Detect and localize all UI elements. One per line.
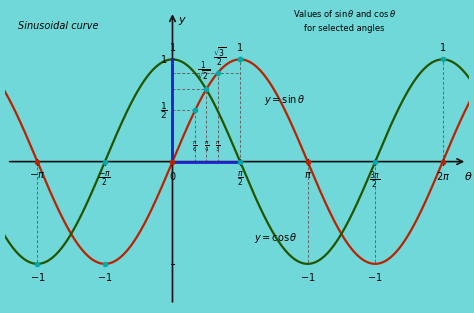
Text: $\frac{\pi}{3}$: $\frac{\pi}{3}$ — [215, 140, 220, 154]
Text: Sinusoidal curve: Sinusoidal curve — [18, 21, 98, 30]
Text: $0$: $0$ — [169, 170, 176, 182]
Text: $2\pi$: $2\pi$ — [436, 170, 450, 182]
Text: $\frac{\pi}{6}$: $\frac{\pi}{6}$ — [192, 140, 198, 154]
Text: $1$: $1$ — [237, 41, 244, 53]
Text: $\dfrac{-\pi}{2}$: $\dfrac{-\pi}{2}$ — [99, 170, 111, 188]
Text: $1$: $1$ — [169, 41, 176, 53]
Text: for selected angles: for selected angles — [304, 23, 385, 33]
Text: $-1$: $-1$ — [300, 271, 315, 283]
Text: $y$: $y$ — [178, 15, 187, 28]
Text: $-1$: $-1$ — [30, 271, 45, 283]
Text: $\pi$: $\pi$ — [304, 170, 311, 180]
Text: $\theta$: $\theta$ — [464, 170, 473, 182]
Text: $\dfrac{3\pi}{2}$: $\dfrac{3\pi}{2}$ — [369, 170, 381, 190]
Text: $\dfrac{1}{2}$: $\dfrac{1}{2}$ — [160, 100, 167, 121]
Text: $\dfrac{\sqrt{3}}{2}$: $\dfrac{\sqrt{3}}{2}$ — [213, 45, 227, 68]
Text: $y = \cos\theta$: $y = \cos\theta$ — [254, 231, 297, 245]
Text: $-1$: $-1$ — [97, 271, 113, 283]
Text: $1$: $1$ — [160, 53, 167, 65]
Text: $y = \sin\theta$: $y = \sin\theta$ — [264, 93, 306, 107]
Text: $-1$: $-1$ — [367, 271, 383, 283]
Text: Values of $\sin\theta$ and $\cos\theta$: Values of $\sin\theta$ and $\cos\theta$ — [293, 8, 396, 19]
Text: $-\pi$: $-\pi$ — [29, 170, 46, 180]
Text: $\dfrac{\pi}{2}$: $\dfrac{\pi}{2}$ — [237, 170, 244, 188]
Text: $1$: $1$ — [439, 41, 447, 53]
Text: $\frac{\pi}{4}$: $\frac{\pi}{4}$ — [203, 140, 209, 154]
Text: $\dfrac{1}{\sqrt{2}}$: $\dfrac{1}{\sqrt{2}}$ — [197, 59, 211, 82]
